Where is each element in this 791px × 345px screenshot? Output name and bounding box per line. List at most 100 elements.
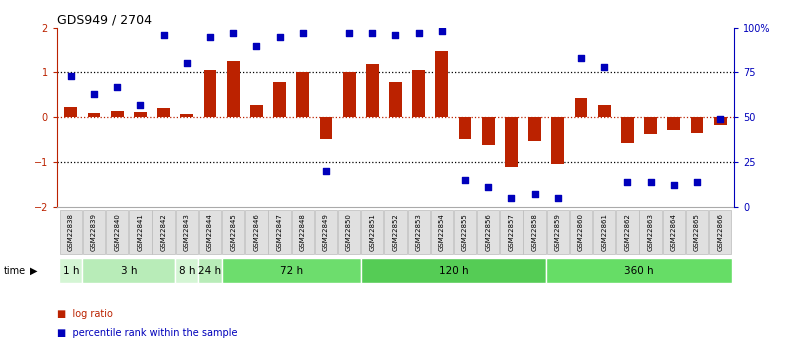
Bar (203, 70, 217, 117)
Bar (713, 117, 726, 125)
Bar (157, 108, 170, 117)
Bar (176, 210, 198, 254)
Point (713, 116, 726, 122)
Bar (668, 117, 680, 130)
Bar (547, 258, 732, 283)
Text: GSM22862: GSM22862 (624, 213, 630, 251)
Text: GSM22849: GSM22849 (323, 213, 329, 251)
Text: GSM22852: GSM22852 (392, 213, 399, 251)
Bar (297, 72, 309, 117)
Bar (292, 210, 314, 254)
Bar (82, 258, 176, 283)
Text: GSM22854: GSM22854 (439, 213, 445, 251)
Point (111, 84, 123, 90)
Text: 8 h: 8 h (179, 266, 195, 276)
Bar (222, 210, 244, 254)
Text: GSM22839: GSM22839 (91, 213, 97, 251)
Text: GSM22850: GSM22850 (346, 213, 352, 251)
Bar (60, 210, 82, 254)
Bar (366, 65, 379, 117)
Bar (454, 210, 476, 254)
Text: GSM22843: GSM22843 (184, 213, 190, 251)
Point (65, 73, 78, 79)
Bar (129, 210, 152, 254)
Point (459, 177, 471, 183)
Point (551, 195, 564, 201)
Point (343, 30, 355, 36)
Bar (431, 210, 453, 254)
Bar (663, 210, 685, 254)
Bar (134, 112, 147, 117)
Text: 24 h: 24 h (199, 266, 221, 276)
Point (575, 55, 588, 61)
Point (389, 32, 402, 38)
Text: ■  percentile rank within the sample: ■ percentile rank within the sample (57, 328, 237, 338)
Point (528, 192, 541, 197)
Point (644, 179, 657, 185)
Bar (570, 210, 592, 254)
Bar (547, 210, 569, 254)
Text: GDS949 / 2704: GDS949 / 2704 (57, 14, 152, 27)
Bar (111, 111, 123, 117)
Bar (407, 210, 430, 254)
Bar (268, 210, 290, 254)
Bar (524, 210, 546, 254)
Bar (621, 117, 634, 143)
Bar (551, 117, 564, 164)
Point (482, 185, 494, 190)
Bar (59, 258, 82, 283)
Bar (691, 117, 703, 133)
Bar (644, 117, 657, 134)
Bar (180, 114, 193, 117)
Bar (389, 82, 402, 117)
Text: GSM22847: GSM22847 (277, 213, 282, 251)
Bar (338, 210, 360, 254)
Point (320, 168, 332, 174)
Point (203, 34, 216, 39)
Text: GSM22857: GSM22857 (509, 213, 514, 251)
Bar (199, 258, 221, 283)
Bar (436, 51, 448, 117)
Text: GSM22842: GSM22842 (161, 213, 167, 251)
Bar (598, 105, 611, 117)
Text: 1 h: 1 h (62, 266, 79, 276)
Point (691, 179, 703, 185)
Text: 3 h: 3 h (120, 266, 137, 276)
Bar (482, 117, 494, 145)
Bar (686, 210, 708, 254)
Point (157, 32, 170, 38)
Bar (221, 258, 361, 283)
Bar (361, 210, 384, 254)
Point (412, 30, 425, 36)
Text: GSM22853: GSM22853 (416, 213, 422, 251)
Bar (273, 82, 286, 117)
Text: GSM22856: GSM22856 (485, 213, 491, 251)
Bar (505, 117, 518, 167)
Point (366, 30, 379, 36)
Text: GSM22864: GSM22864 (671, 213, 677, 251)
Bar (459, 117, 471, 139)
Point (180, 61, 193, 66)
Point (668, 183, 680, 188)
Text: 360 h: 360 h (624, 266, 654, 276)
Point (505, 195, 518, 201)
Text: GSM22861: GSM22861 (601, 213, 607, 251)
Text: 72 h: 72 h (279, 266, 303, 276)
Bar (227, 61, 240, 117)
Point (250, 43, 263, 48)
Text: ▶: ▶ (30, 266, 37, 276)
Bar (153, 210, 175, 254)
Point (88, 91, 100, 97)
Bar (361, 258, 547, 283)
Text: GSM22855: GSM22855 (462, 213, 468, 251)
Text: GSM22840: GSM22840 (114, 213, 120, 251)
Bar (709, 210, 731, 254)
Text: GSM22838: GSM22838 (68, 213, 74, 251)
Text: GSM22860: GSM22860 (578, 213, 584, 251)
Point (227, 30, 240, 36)
Text: GSM22844: GSM22844 (207, 213, 213, 251)
Bar (593, 210, 615, 254)
Bar (412, 70, 425, 117)
Text: GSM22863: GSM22863 (648, 213, 653, 251)
Text: GSM22865: GSM22865 (694, 213, 700, 251)
